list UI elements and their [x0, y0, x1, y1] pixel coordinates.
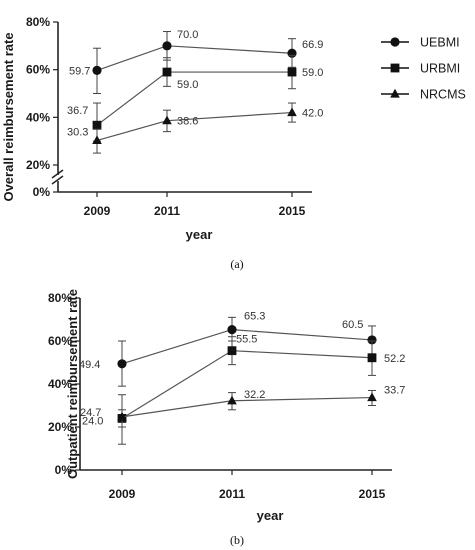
data-label: 49.4 [79, 359, 100, 371]
y-tick-label: 20% [26, 158, 50, 172]
data-point [92, 65, 102, 75]
x-tick-label: 2009 [109, 487, 136, 501]
data-point [117, 359, 127, 369]
data-label: 59.7 [69, 65, 90, 77]
series-uebmi: 49.4 65.3 60.5 [79, 311, 377, 387]
x-axis-title: year [186, 227, 213, 242]
data-point [227, 395, 237, 405]
series-urbmi: 24.0 55.5 52.2 [82, 334, 405, 445]
y-tick-label: 80% [26, 15, 50, 29]
data-label: 24.7 [80, 407, 101, 419]
data-point [367, 335, 377, 345]
data-label: 24.0 [82, 415, 103, 427]
y-axis-title: Overall reimbursement rate [1, 32, 16, 201]
series-line [96, 45, 293, 71]
data-label: 60.5 [342, 319, 363, 331]
data-label: 52.2 [384, 353, 405, 365]
legend-marker [390, 63, 400, 73]
x-tick-label: 2015 [359, 487, 386, 501]
axis-break-mark [51, 169, 64, 179]
series-nrcms: 24.7 32.2 33.7 [80, 385, 405, 428]
series-line [121, 350, 373, 419]
series-urbmi: 36.7 59.0 59.0 [67, 54, 323, 142]
legend-label: URBMI [420, 62, 460, 76]
data-point [162, 115, 172, 125]
data-label: 65.3 [244, 311, 265, 323]
data-point [162, 41, 172, 51]
y-axis-title: Outpatient reimbursement rate [65, 289, 80, 479]
data-label: 59.0 [177, 79, 198, 91]
x-tick-label: 2009 [84, 204, 111, 218]
data-point [117, 411, 127, 421]
y-tick-label: 0% [33, 185, 51, 199]
data-point [287, 107, 297, 117]
data-label: 70.0 [177, 29, 198, 41]
data-label: 36.7 [67, 105, 88, 117]
y-tick-label: 40% [48, 377, 72, 391]
panel-label: (a) [230, 257, 243, 271]
series-nrcms: 30.3 38.6 42.0 [67, 102, 323, 154]
data-point [287, 67, 297, 77]
legend-label: NRCMS [420, 88, 466, 102]
data-label: 55.5 [236, 334, 257, 346]
chart-panel-a: 0% 20% 40% 60% 80% 2009 2011 2015 year Overall re… [1, 15, 466, 271]
data-label: 32.2 [244, 389, 265, 401]
y-tick-label: 60% [26, 63, 50, 77]
x-tick-label: 2015 [279, 204, 306, 218]
data-point [92, 135, 102, 145]
legend: UEBMI URBMI NRCMS [381, 36, 466, 102]
data-label: 66.9 [302, 39, 323, 51]
data-point [92, 120, 102, 130]
x-axis-title: year [257, 508, 284, 523]
y-tick-label: 80% [48, 291, 72, 305]
data-label: 42.0 [302, 108, 323, 120]
data-point [162, 67, 172, 77]
y-tick-label: 0% [55, 463, 73, 477]
data-label: 33.7 [384, 385, 405, 397]
data-label: 59.0 [302, 67, 323, 79]
y-tick-label: 60% [48, 334, 72, 348]
data-label: 38.6 [177, 116, 198, 128]
legend-marker [390, 37, 400, 47]
y-tick-label: 20% [48, 420, 72, 434]
data-point [227, 346, 237, 356]
data-label: 30.3 [67, 126, 88, 138]
x-tick-label: 2011 [219, 487, 245, 501]
data-point [367, 392, 377, 402]
axis-break-mark [51, 175, 64, 185]
legend-label: UEBMI [420, 36, 460, 50]
panel-label: (b) [230, 533, 244, 547]
y-tick-label: 40% [26, 110, 50, 124]
legend-marker [390, 88, 400, 98]
chart-panel-b: 0% 20% 40% 60% 80% 2009 2011 2015 year Outpatient… [48, 289, 405, 547]
data-point [227, 325, 237, 335]
x-tick-label: 2011 [154, 204, 180, 218]
data-point [367, 353, 377, 363]
